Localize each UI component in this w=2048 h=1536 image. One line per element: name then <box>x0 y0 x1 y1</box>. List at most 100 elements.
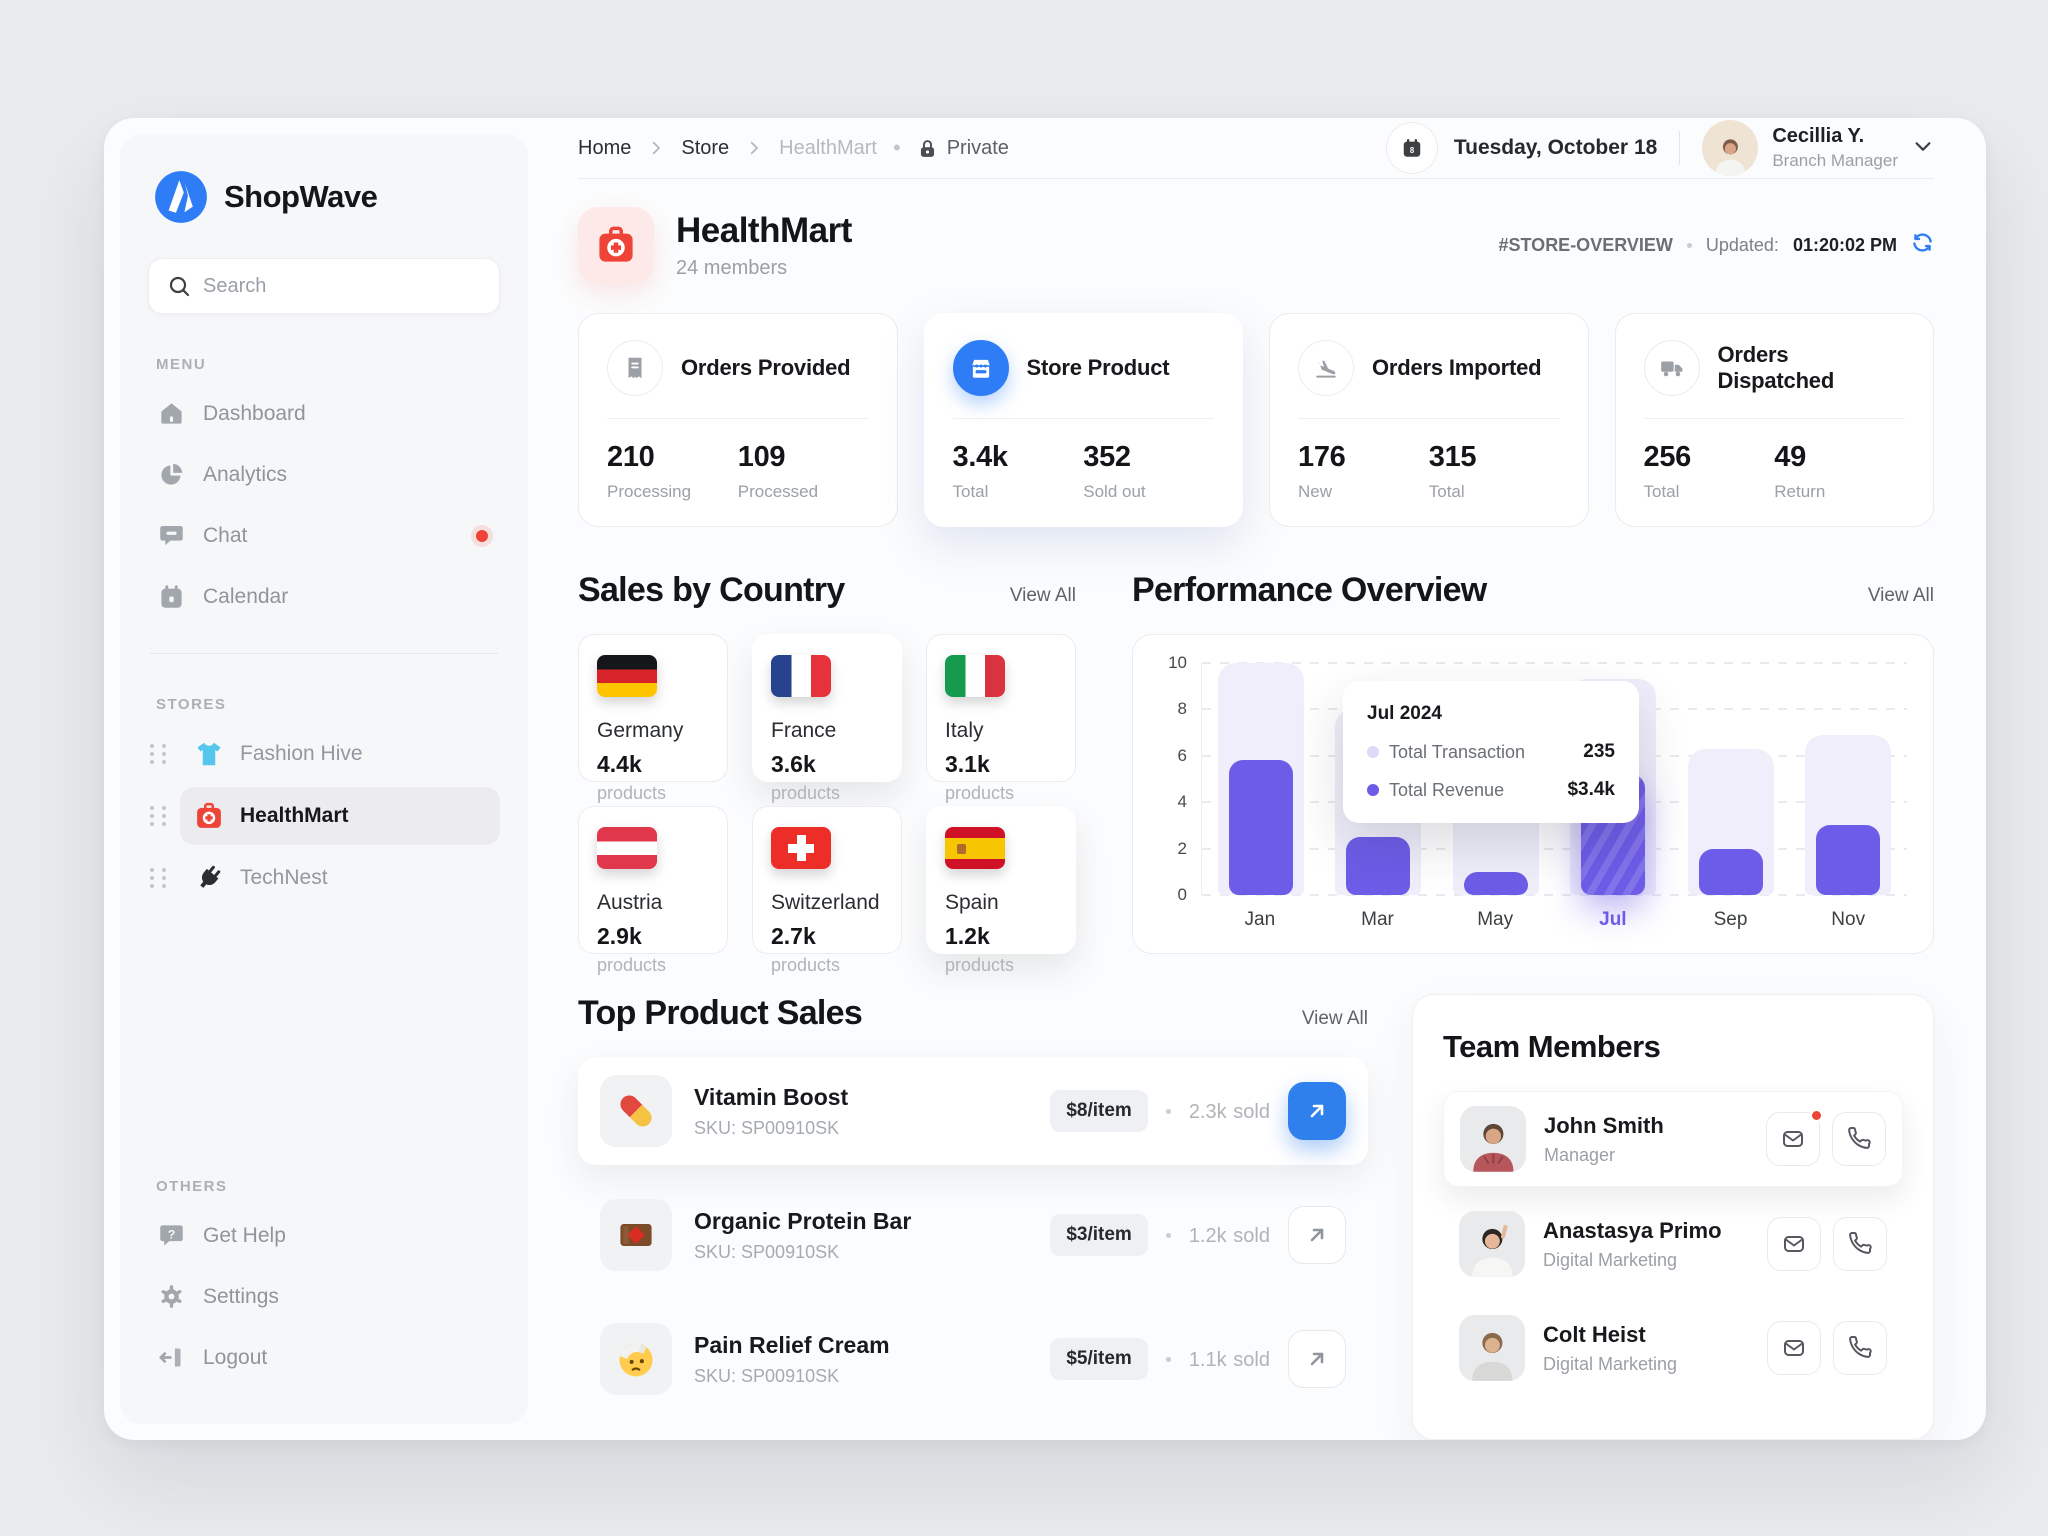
stat-card-orders-dispatched[interactable]: Orders Dispatched 256 Total 49 Return <box>1614 313 1934 527</box>
performance-overview-section: Performance Overview View All 0 2 4 6 8 10 Ja… <box>1132 571 1934 954</box>
country-card-germany[interactable]: Germany 4.4k products <box>578 634 728 803</box>
chat-notification-dot <box>476 529 488 542</box>
store-label: Fashion Hive <box>240 742 363 765</box>
switzerland-flag-icon <box>771 827 831 869</box>
email-member-button[interactable] <box>1767 1321 1821 1375</box>
refresh-icon[interactable] <box>1911 231 1934 259</box>
product-row-pain-relief-cream[interactable]: Pain Relief Cream SKU: SP00910SK $5/item… <box>578 1305 1368 1413</box>
help-icon: ? <box>160 1225 183 1246</box>
svg-text:8: 8 <box>1410 146 1415 155</box>
email-member-button[interactable] <box>1766 1109 1823 1166</box>
phone-icon <box>1848 1127 1871 1149</box>
country-value: 3.1k <box>945 751 990 777</box>
storefront-icon <box>952 340 1009 396</box>
breadcrumb-store[interactable]: Store <box>681 136 730 159</box>
member-role: Digital Marketing <box>1543 1249 1678 1270</box>
austria-flag-icon <box>597 827 657 869</box>
stat-label: New <box>1298 482 1333 501</box>
sku-label: SKU: <box>694 1117 737 1138</box>
country-card-france[interactable]: France 3.6k products <box>752 634 902 803</box>
country-card-spain[interactable]: Spain 1.2k products <box>926 806 1076 975</box>
sidebar-item-analytics[interactable]: Analytics <box>148 444 500 505</box>
shopwave-logo-icon <box>155 171 207 223</box>
call-member-button[interactable] <box>1833 1217 1887 1271</box>
product-row-vitamin-boost[interactable]: Vitamin Boost SKU: SP00910SK $8/item 2.3… <box>578 1057 1368 1165</box>
call-member-button[interactable] <box>1832 1112 1886 1166</box>
svg-text:?: ? <box>168 1227 176 1241</box>
plane-arrival-icon <box>1298 340 1354 396</box>
header-divider <box>1679 131 1681 165</box>
sold-suffix: sold <box>1233 1101 1270 1123</box>
sidebar-item-chat[interactable]: Chat <box>148 505 500 566</box>
member-avatar <box>1460 1106 1526 1172</box>
breadcrumb-home[interactable]: Home <box>578 136 632 159</box>
stores-section-label: STORES <box>156 696 227 713</box>
privacy-badge: Private <box>917 137 1009 160</box>
view-all-performance-button[interactable]: View All <box>1867 585 1934 606</box>
store-medkit-icon <box>578 207 654 283</box>
view-all-countries-button[interactable]: View All <box>1009 585 1076 606</box>
x-axis-label: Sep <box>1713 909 1748 930</box>
drag-handle-icon[interactable] <box>148 744 168 764</box>
user-role: Branch Manager <box>1772 151 1898 170</box>
team-member-anastasya-primo[interactable]: Anastasya Primo Digital Marketing <box>1443 1197 1903 1291</box>
drag-handle-icon[interactable] <box>148 806 168 826</box>
country-value: 2.7k <box>771 923 816 949</box>
stat-card-store-product[interactable]: Store Product 3.4k Total 352 Sold out <box>923 313 1243 527</box>
open-product-button[interactable] <box>1288 1206 1346 1264</box>
open-product-button[interactable] <box>1288 1082 1346 1140</box>
user-menu[interactable]: Cecillia Y. Branch Manager <box>1702 120 1934 176</box>
sidebar-item-label: Analytics <box>203 462 288 486</box>
team-members-card: Team Members John Smith Manager <box>1412 994 1934 1440</box>
date-text: Tuesday, October 18 <box>1453 136 1658 159</box>
team-member-john-smith[interactable]: John Smith Manager <box>1443 1091 1903 1187</box>
product-price-chip: $8/item <box>1050 1090 1148 1132</box>
sidebar-item-label: Settings <box>203 1284 279 1308</box>
sidebar-store-healthmart[interactable]: HealthMart <box>180 787 500 845</box>
chart-bar-group-nov[interactable] <box>1790 663 1908 895</box>
store-title: HealthMart <box>676 210 852 250</box>
chart-bar-group-jan[interactable] <box>1202 663 1320 895</box>
store-label: HealthMart <box>240 804 349 827</box>
y-axis-tick: 6 <box>1177 745 1187 765</box>
sidebar-item-label: Dashboard <box>203 401 306 425</box>
team-member-colt-heist[interactable]: Colt Heist Digital Marketing <box>1443 1301 1903 1395</box>
y-axis-tick: 2 <box>1177 838 1187 858</box>
sidebar-item-calendar[interactable]: Calendar <box>148 566 500 627</box>
chevron-down-icon[interactable] <box>1912 135 1934 162</box>
drag-handle-icon[interactable] <box>148 868 168 888</box>
sidebar-item-settings[interactable]: Settings <box>148 1266 500 1327</box>
revenue-bar <box>1228 760 1293 895</box>
breadcrumb: Home Store HealthMart • Private <box>578 135 1009 161</box>
sidebar-item-logout[interactable]: Logout <box>148 1327 500 1388</box>
privacy-label: Private <box>946 136 1009 159</box>
country-card-switzerland[interactable]: Switzerland 2.7k products <box>752 806 902 975</box>
sidebar-item-dashboard[interactable]: Dashboard <box>148 383 500 444</box>
search-box[interactable] <box>148 258 500 314</box>
stat-card-orders-imported[interactable]: Orders Imported 176 New 315 Total <box>1269 313 1589 527</box>
unread-notification-dot <box>1810 1109 1823 1122</box>
stat-card-orders-provided[interactable]: Orders Provided 210 Processing 109 Process… <box>578 313 898 527</box>
sidebar-store-fashion-hive[interactable]: Fashion Hive <box>180 725 500 783</box>
tooltip-value: $3.4k <box>1567 779 1615 800</box>
email-member-button[interactable] <box>1767 1217 1821 1271</box>
country-card-italy[interactable]: Italy 3.1k products <box>926 634 1076 803</box>
country-value: 2.9k <box>597 923 642 949</box>
search-input[interactable] <box>203 274 481 298</box>
lock-icon <box>920 139 934 157</box>
chart-bar-group-sep[interactable] <box>1672 663 1790 895</box>
open-product-button[interactable] <box>1288 1330 1346 1388</box>
view-all-products-button[interactable]: View All <box>1301 1008 1368 1029</box>
country-card-austria[interactable]: Austria 2.9k products <box>578 806 728 975</box>
member-avatar <box>1459 1211 1525 1277</box>
gear-icon <box>161 1285 182 1308</box>
tooltip-label: Total Transaction <box>1389 741 1526 762</box>
sidebar-store-technest[interactable]: TechNest <box>180 849 500 907</box>
sidebar-item-get-help[interactable]: ? Get Help <box>148 1205 500 1266</box>
product-row-organic-protein-bar[interactable]: Organic Protein Bar SKU: SP00910SK $3/it… <box>578 1181 1368 1289</box>
truck-icon <box>1643 340 1700 396</box>
call-member-button[interactable] <box>1833 1321 1887 1375</box>
product-sold-value: 1.2k <box>1188 1225 1227 1247</box>
date-display: 8 Tuesday, October 18 <box>1385 122 1658 174</box>
stats-row: Orders Provided 210 Processing 109 Process… <box>578 313 1934 527</box>
